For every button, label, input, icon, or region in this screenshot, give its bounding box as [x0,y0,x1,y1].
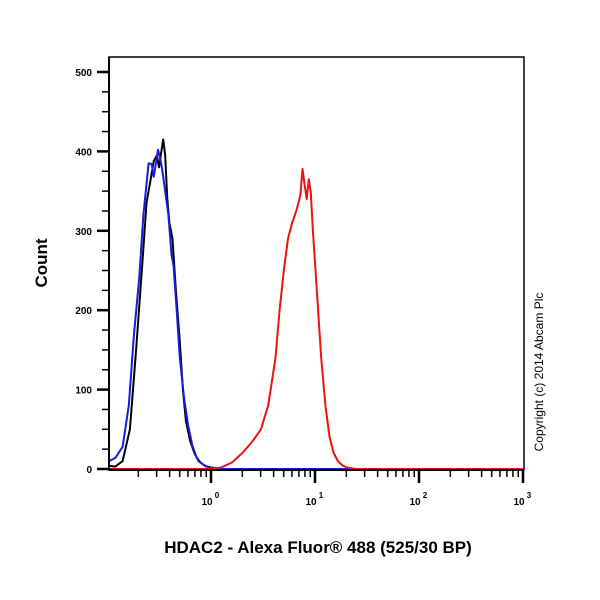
x-tick-label: 10 [409,497,421,508]
y-tick-label: 0 [86,465,92,476]
x-tick-label: 10 [201,497,213,508]
histogram-curves [108,138,523,470]
y-axis-title: Count [32,238,51,287]
svg-text:1: 1 [319,491,324,500]
histogram-series-2 [109,167,523,470]
y-tick-label: 300 [75,227,92,238]
svg-text:2: 2 [423,491,428,500]
y-tick-label: 500 [75,68,92,79]
copyright-annotation: Copyright (c) 2014 Abcam Plc [532,293,546,452]
x-tick-label: 10 [513,497,525,508]
x-axis-ticks [137,470,525,483]
plot-area [108,56,525,471]
svg-text:3: 3 [527,491,532,500]
y-tick-label: 100 [75,386,92,397]
svg-text:0: 0 [215,491,220,500]
y-axis-ticks [97,70,109,471]
y-tick-label: 200 [75,306,92,317]
x-tick-label: 10 [305,497,317,508]
y-axis-tick-labels: 0 100 200 300 400 500 [75,68,92,476]
x-axis-title: HDAC2 - Alexa Fluor® 488 (525/30 BP) [164,538,472,557]
y-tick-label: 400 [75,147,92,158]
